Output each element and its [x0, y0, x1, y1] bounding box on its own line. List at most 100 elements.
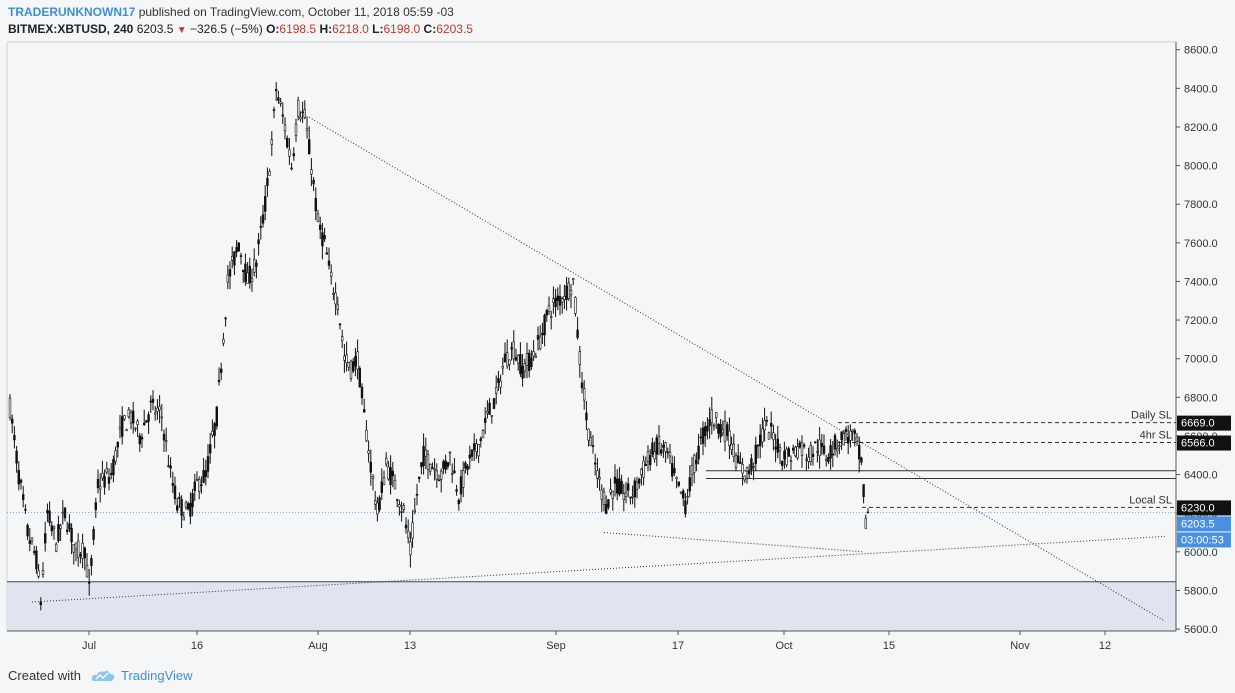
candle-body [21, 494, 25, 500]
candle-body [604, 504, 608, 514]
candle-body [11, 418, 14, 424]
candle-body [242, 269, 245, 272]
candle-body [492, 398, 496, 409]
candle-body [602, 491, 606, 505]
candle-body [279, 101, 282, 104]
candle-body [305, 128, 309, 132]
low-value: 6198.0 [383, 22, 421, 36]
candle-body [406, 530, 410, 539]
candle-body [503, 353, 507, 363]
candle-body [301, 111, 304, 114]
candle-body [774, 446, 777, 450]
candle-body [94, 502, 98, 510]
candle-body [136, 420, 139, 425]
candle-body [574, 297, 577, 314]
candle-body [560, 298, 564, 303]
candle-body [296, 100, 300, 117]
candle-body [609, 489, 612, 493]
y-tick-label: 7000.0 [1184, 354, 1218, 366]
candle-body [220, 368, 223, 373]
candle-body [323, 235, 326, 240]
candle-body [846, 436, 850, 444]
candle-body [525, 353, 529, 366]
candle-body [508, 359, 511, 365]
candle-body [138, 435, 141, 445]
candle-body [380, 481, 383, 493]
candle-body [285, 138, 289, 148]
x-tick-label: Sep [546, 640, 566, 652]
candle-body [426, 454, 430, 470]
candle-body [688, 477, 692, 492]
candle-body [134, 427, 137, 430]
candle-body [607, 499, 610, 508]
x-tick-label: 12 [1099, 640, 1111, 652]
candle-body [611, 491, 615, 499]
candle-body [633, 480, 637, 498]
candle-body [310, 169, 313, 175]
candle-body [189, 502, 192, 517]
candle-body [541, 332, 544, 336]
candle-body [626, 483, 630, 491]
x-tick-label: 13 [404, 640, 416, 652]
candle-body [165, 440, 168, 442]
candle-body [409, 541, 412, 556]
author-name[interactable]: TRADERUNKNOWN17 [8, 5, 136, 19]
candle-body [233, 251, 236, 266]
candle-body [400, 511, 403, 513]
candle-body [501, 366, 504, 369]
candle-body [365, 429, 368, 442]
x-tick-label: Jul [82, 640, 96, 652]
candle-body [457, 499, 460, 505]
candle-body [101, 472, 104, 479]
candle-body [160, 416, 163, 419]
high-value: 6218.0 [332, 22, 369, 36]
y-tick-label: 6400.0 [1184, 470, 1218, 482]
candle-body [250, 278, 254, 283]
candle-body [444, 460, 447, 470]
candle-body [860, 457, 863, 463]
candle-body [88, 582, 91, 584]
candle-body [591, 445, 595, 447]
candle-body [596, 470, 599, 479]
candle-body [563, 296, 566, 300]
candle-body [204, 470, 207, 477]
footer: Created with TradingView [8, 668, 193, 683]
candle-body [708, 419, 711, 427]
candle-body [717, 423, 720, 434]
x-tick-label: 15 [883, 640, 895, 652]
price-tag-label: 03:00:53 [1181, 534, 1224, 546]
candle-body [690, 465, 694, 475]
candle-body [303, 109, 306, 118]
candle-body [783, 450, 786, 460]
candle-body [202, 470, 205, 483]
tradingview-brand-link[interactable]: TradingView [120, 668, 193, 683]
candle-body [730, 443, 733, 451]
candle-body [52, 526, 56, 529]
candle-body [398, 504, 401, 508]
candle-body [532, 351, 535, 357]
published-note: published on TradingView.com, October 11… [138, 5, 454, 19]
candle-body [437, 479, 441, 482]
candle-body [50, 525, 54, 532]
candle-body [246, 272, 249, 284]
candle-body [316, 213, 320, 223]
candle-body [382, 477, 386, 486]
candle-body [290, 167, 293, 170]
trendline-lower-support [603, 532, 864, 553]
candle-body [415, 493, 419, 496]
price-tag-bg [1177, 415, 1231, 431]
plot-area[interactable] [6, 41, 1177, 632]
candle-body [706, 425, 709, 432]
candle-body [424, 449, 427, 457]
candle-body [558, 296, 562, 306]
candle-body [743, 475, 747, 481]
candle-body [510, 347, 513, 350]
candle-body [123, 415, 126, 420]
candle-body [85, 564, 89, 578]
candle-body [758, 434, 762, 446]
candle-body [657, 436, 661, 444]
candle-body [96, 478, 100, 489]
candle-body [222, 338, 225, 344]
candle-body [336, 304, 339, 310]
